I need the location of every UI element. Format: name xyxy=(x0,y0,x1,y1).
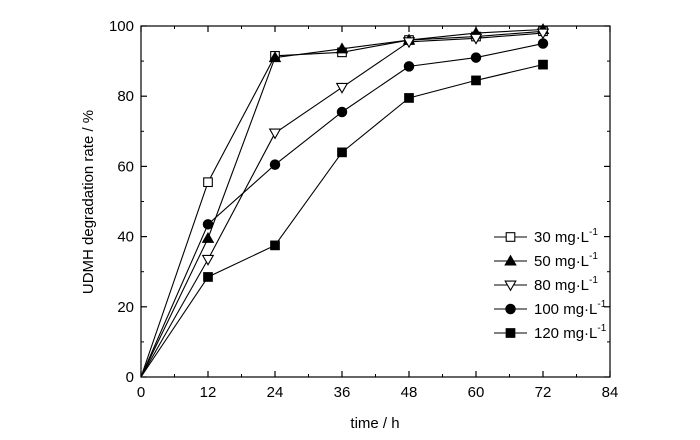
y-tick-label: 100 xyxy=(109,18,134,35)
data-point xyxy=(203,177,213,188)
data-point xyxy=(404,93,414,103)
legend-marker xyxy=(505,328,516,338)
legend-marker xyxy=(504,280,517,292)
legend-label: 50 mg·L-1 xyxy=(534,251,598,270)
x-tick-label: 84 xyxy=(602,384,619,401)
data-point xyxy=(469,33,483,45)
data-point xyxy=(403,61,415,72)
y-tick-label: 20 xyxy=(117,299,134,316)
legend-entry: 100 mg·L-1 xyxy=(494,299,607,318)
data-point xyxy=(471,75,481,86)
series-120 xyxy=(140,59,548,378)
x-tick-label: 24 xyxy=(267,384,284,401)
data-point xyxy=(335,82,349,94)
x-tick-label: 12 xyxy=(200,384,217,401)
legend-marker xyxy=(505,303,516,315)
y-axis: 0 20 40 60 80 100 xyxy=(109,18,610,386)
data-point xyxy=(268,128,282,140)
legend-label: 80 mg·L-1 xyxy=(534,275,598,294)
x-tick-label: 36 xyxy=(334,384,351,401)
data-point xyxy=(335,42,349,54)
data-point xyxy=(203,272,213,282)
x-tick-label: 48 xyxy=(401,384,418,401)
data-point xyxy=(537,38,549,49)
x-axis: 0 12 24 36 48 60 72 84 xyxy=(137,26,619,401)
data-point xyxy=(270,240,280,251)
data-point xyxy=(337,147,347,158)
legend-entry: 30 mg·L-1 xyxy=(494,227,598,246)
series-30 xyxy=(140,26,548,378)
x-tick-label: 0 xyxy=(137,384,145,401)
y-tick-label: 80 xyxy=(117,88,134,105)
y-axis-title: UDMH degradation rate / % xyxy=(80,110,97,294)
legend-marker xyxy=(504,254,517,266)
legend-marker xyxy=(505,232,516,242)
data-point xyxy=(336,106,348,118)
x-tick-label: 60 xyxy=(468,384,485,401)
data-point xyxy=(269,159,281,170)
legend-label: 120 mg·L-1 xyxy=(534,323,607,342)
y-tick-label: 0 xyxy=(126,369,134,386)
data-point xyxy=(201,231,215,243)
x-axis-title: time / h xyxy=(350,415,399,432)
data-point xyxy=(402,37,416,49)
legend-entry: 80 mg·L-1 xyxy=(494,275,598,294)
y-tick-label: 60 xyxy=(117,158,134,175)
legend-label: 100 mg·L-1 xyxy=(534,299,607,318)
legend-entry: 120 mg·L-1 xyxy=(494,323,607,342)
y-tick-label: 40 xyxy=(117,229,134,246)
series-100 xyxy=(140,38,549,378)
data-point xyxy=(470,52,482,63)
x-tick-label: 72 xyxy=(535,384,552,401)
data-point xyxy=(536,28,550,40)
data-point xyxy=(201,254,215,266)
data-point xyxy=(268,51,282,63)
legend-label: 30 mg·L-1 xyxy=(534,227,598,246)
data-point xyxy=(202,219,214,230)
legend: 30 mg·L-1 50 mg·L-1 80 mg·L-1 100 mg·L-1 120… xyxy=(494,227,607,342)
data-point xyxy=(538,59,548,70)
legend-entry: 50 mg·L-1 xyxy=(494,251,598,270)
series-80 xyxy=(140,28,550,378)
series-layer xyxy=(140,23,550,378)
